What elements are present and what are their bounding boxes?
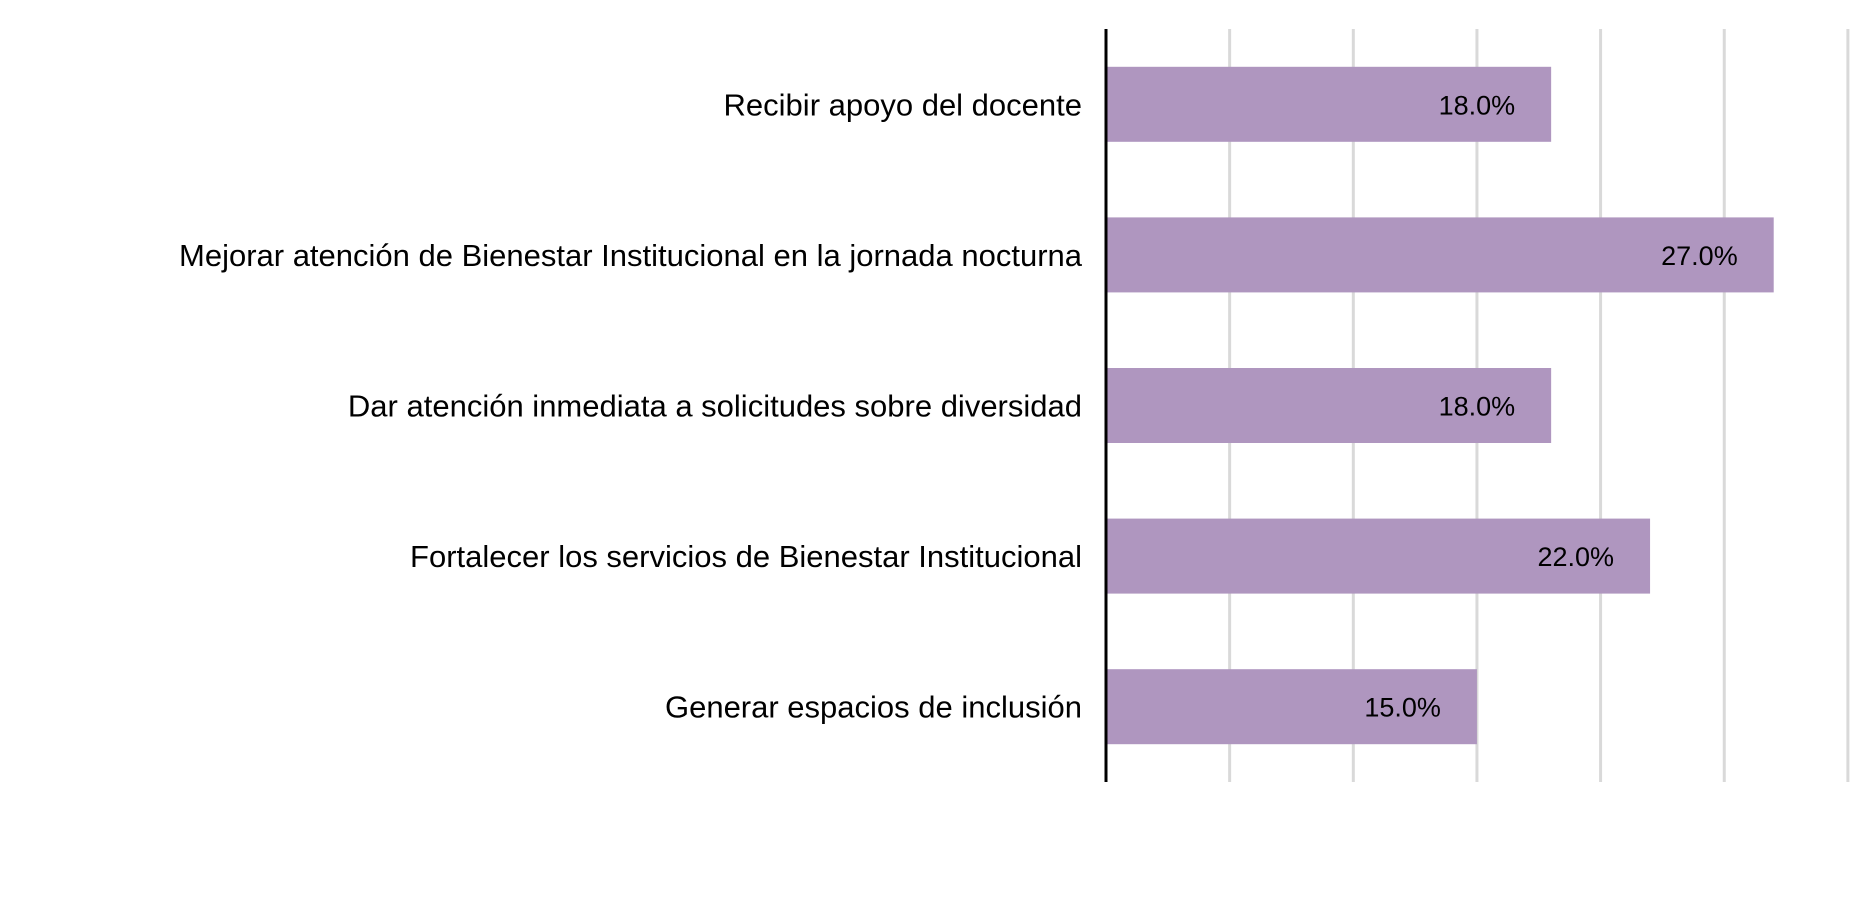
- category-label: Fortalecer los servicios de Bienestar In…: [410, 539, 1082, 574]
- bar: [1106, 66, 1552, 142]
- category-label: Generar espacios de inclusión: [665, 690, 1082, 725]
- category-label: Dar atención inmediata a solicitudes sob…: [348, 389, 1082, 424]
- data-label: 18.0%: [1439, 90, 1516, 120]
- data-label: 22.0%: [1537, 542, 1614, 572]
- category-label: Recibir apoyo del docente: [724, 87, 1082, 122]
- data-label: 18.0%: [1439, 392, 1516, 422]
- bar: [1106, 217, 1774, 293]
- category-label: Mejorar atención de Bienestar Institucio…: [179, 238, 1083, 273]
- data-label: 15.0%: [1364, 693, 1441, 723]
- bar: [1106, 518, 1651, 594]
- bar: [1106, 368, 1552, 443]
- data-label: 27.0%: [1661, 241, 1738, 271]
- bar: [1106, 669, 1477, 745]
